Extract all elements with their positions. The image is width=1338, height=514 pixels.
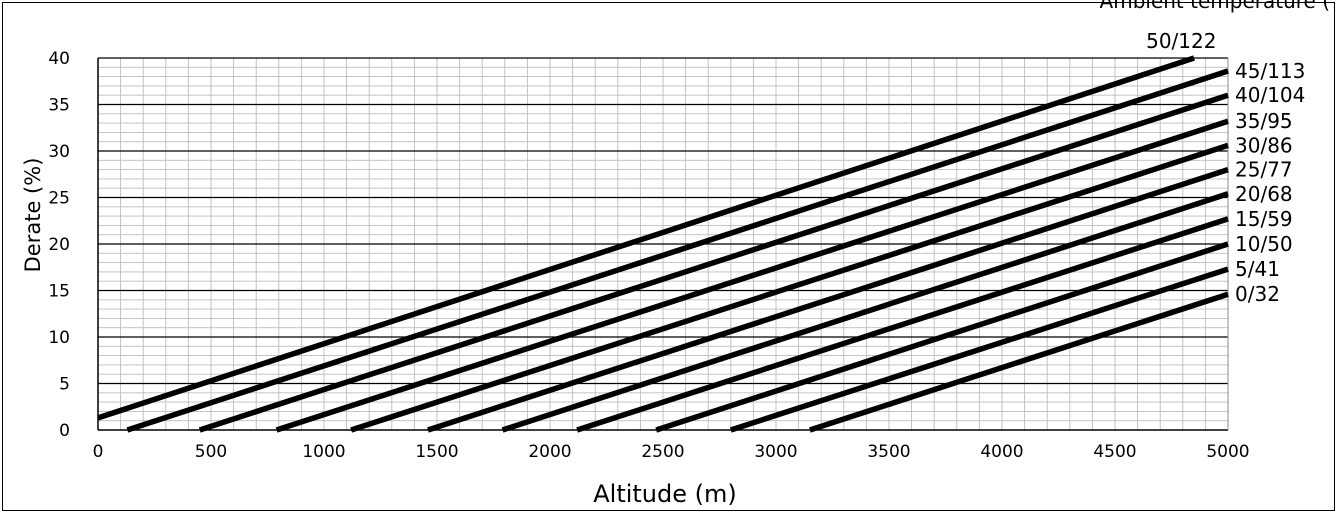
x-tick-label: 0 [93, 442, 104, 462]
x-tick-label: 4000 [980, 442, 1023, 462]
x-tick-label: 2500 [641, 442, 684, 462]
x-tick-label: 3500 [867, 442, 910, 462]
y-axis-label: Derate (%) [21, 158, 45, 273]
x-tick-label: 1000 [302, 442, 345, 462]
y-tick-label: 20 [48, 235, 70, 255]
series-label: 50/122 [1146, 29, 1216, 53]
series-labels: 0/325/4110/5015/5920/6825/7730/8635/9540… [1146, 29, 1305, 306]
series-label: 45/113 [1235, 59, 1305, 83]
series-line [350, 142, 1229, 433]
series-label: 30/86 [1235, 133, 1293, 157]
major-gridlines [98, 57, 1228, 385]
series-label: 5/41 [1235, 257, 1280, 281]
series-line [126, 68, 1229, 433]
y-tick-label: 10 [48, 328, 70, 348]
y-tick-label: 5 [59, 375, 70, 395]
x-tick-label: 5000 [1206, 442, 1249, 462]
y-tick-label: 40 [48, 49, 70, 69]
series-line [729, 266, 1229, 433]
top-right-caption: Ambient temperature ( [1099, 0, 1330, 13]
series-label: 10/50 [1235, 232, 1293, 256]
series-line [809, 291, 1229, 433]
x-tick-label: 3000 [754, 442, 797, 462]
x-axis-label: Altitude (m) [593, 480, 737, 508]
series-label: 40/104 [1235, 83, 1305, 107]
tick-labels: 0 500 1000 1500 2000 2500 3000 3500 4000 4500 5000… [48, 49, 1249, 462]
series-lines [97, 55, 1229, 433]
series-line [501, 191, 1229, 433]
y-tick-label: 15 [48, 282, 70, 302]
series-label: 15/59 [1235, 207, 1293, 231]
x-tick-label: 1500 [415, 442, 458, 462]
y-tick-label: 0 [59, 421, 70, 441]
series-line [427, 166, 1229, 433]
x-tick-label: 2000 [528, 442, 571, 462]
y-tick-label: 25 [48, 189, 70, 209]
y-tick-label: 30 [48, 142, 70, 162]
series-line [275, 118, 1229, 433]
series-line [198, 92, 1229, 433]
series-line [576, 216, 1229, 433]
series-line [97, 55, 1195, 421]
series-label: 0/32 [1235, 282, 1280, 306]
x-tick-label: 4500 [1093, 442, 1136, 462]
series-label: 25/77 [1235, 158, 1293, 182]
series-label: 35/95 [1235, 109, 1293, 133]
series-label: 20/68 [1235, 182, 1293, 206]
y-tick-label: 35 [48, 96, 70, 116]
x-tick-label: 500 [195, 442, 227, 462]
series-line [655, 241, 1229, 433]
